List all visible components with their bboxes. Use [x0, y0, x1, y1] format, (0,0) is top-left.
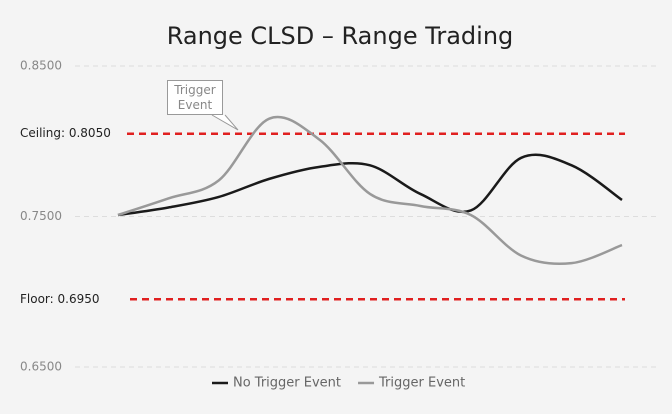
legend-label: No Trigger Event — [233, 376, 341, 391]
y-tick-label: 0.7500 — [20, 209, 62, 223]
legend-label: Trigger Event — [378, 376, 465, 391]
callout: Trigger Event — [167, 80, 223, 115]
ceiling-label: Ceiling: 0.8050 — [20, 126, 111, 140]
y-tick-label: 0.8500 — [20, 59, 62, 73]
series-line — [117, 153, 623, 217]
callout-pointer — [211, 114, 239, 131]
chart-title: Range CLSD – Range Trading — [167, 22, 514, 50]
series-line — [117, 115, 623, 266]
y-tick-label: 0.6500 — [20, 360, 62, 374]
floor-label: Floor: 0.6950 — [20, 292, 100, 306]
